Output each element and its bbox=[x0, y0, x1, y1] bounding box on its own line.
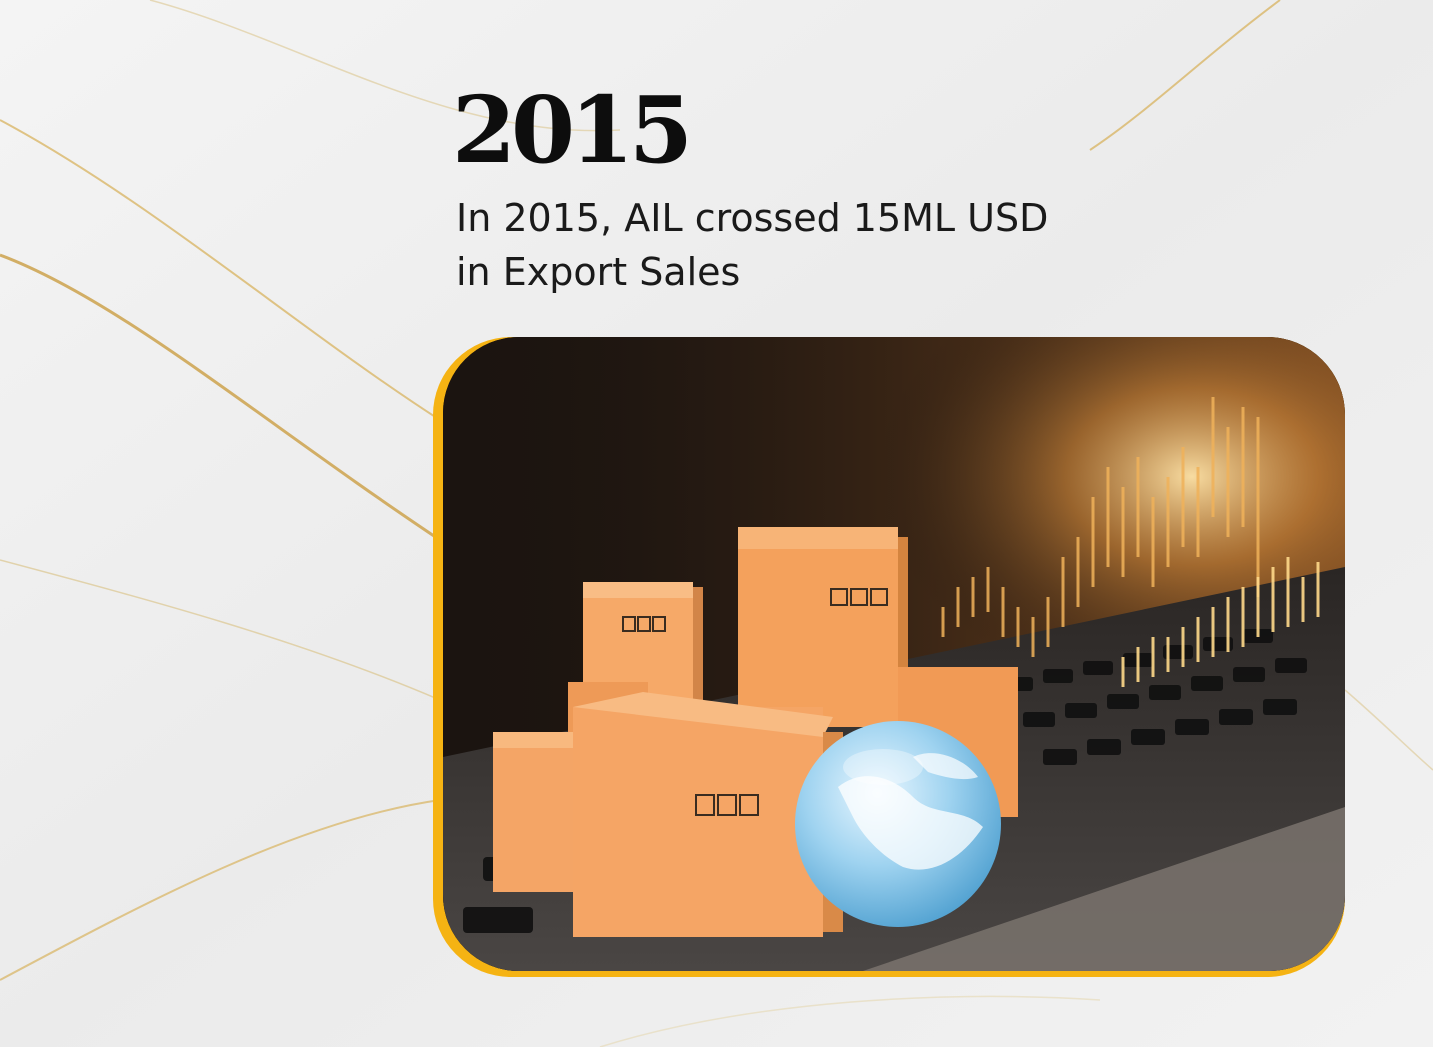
description-line-2: in Export Sales bbox=[456, 250, 741, 294]
description-line-1: In 2015, AIL crossed 15ML USD bbox=[456, 196, 1049, 240]
milestone-description: In 2015, AIL crossed 15ML USD in Export … bbox=[456, 191, 1176, 299]
export-photo bbox=[443, 337, 1345, 971]
milestone-year: 2015 bbox=[452, 76, 693, 184]
photo-frame bbox=[433, 337, 1345, 977]
